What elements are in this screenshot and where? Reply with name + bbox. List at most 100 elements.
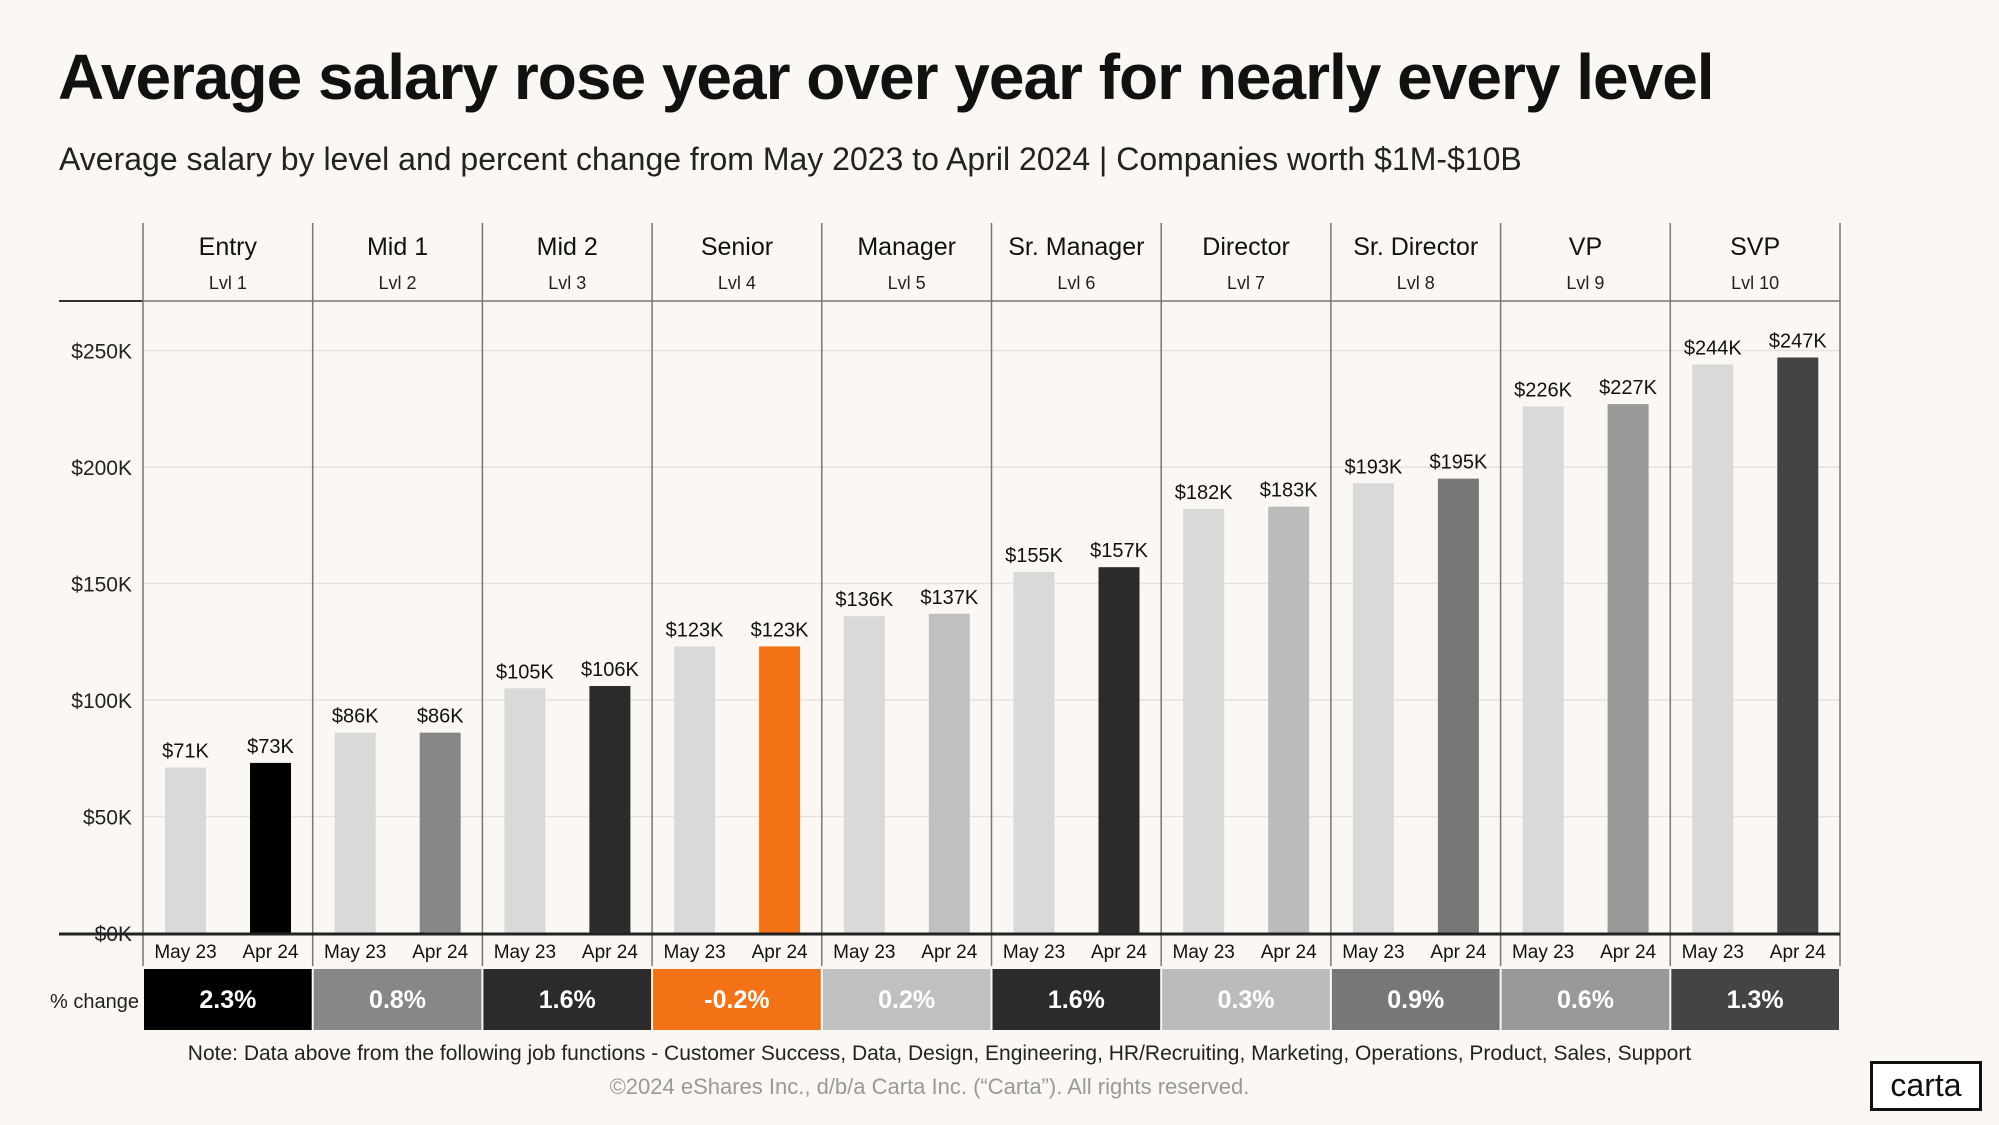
chart-title: Average salary rose year over year for n… (58, 41, 1715, 113)
level-number: Lvl 6 (1057, 273, 1095, 293)
period-label: Apr 24 (752, 942, 808, 963)
bar-value-label: $227K (1599, 377, 1657, 399)
level-number: Lvl 4 (718, 273, 756, 293)
change-cell (1162, 969, 1330, 1030)
period-label: May 23 (1173, 942, 1235, 963)
period-label: Apr 24 (921, 942, 977, 963)
change-value: 0.3% (1218, 986, 1275, 1014)
bar-value-label: $73K (247, 736, 294, 758)
level-name: SVP (1730, 233, 1780, 261)
level-name: Mid 2 (537, 233, 598, 261)
bar-may23 (334, 732, 376, 933)
period-label: Apr 24 (243, 942, 299, 963)
bar-apr24 (419, 732, 461, 933)
change-value: 0.8% (369, 986, 426, 1014)
change-cell (1501, 969, 1670, 1030)
level-name: VP (1569, 233, 1602, 261)
change-value: 0.9% (1387, 986, 1444, 1014)
level-number: Lvl 9 (1566, 273, 1604, 293)
level-number: Lvl 8 (1397, 273, 1435, 293)
bar-value-label: $193K (1344, 456, 1402, 478)
bar-value-label: $123K (751, 619, 809, 641)
bar-value-label: $247K (1769, 330, 1827, 352)
copyright: ©2024 eShares Inc., d/b/a Carta Inc. (“C… (609, 1074, 1250, 1099)
change-value: 0.6% (1557, 986, 1614, 1014)
period-label: Apr 24 (1600, 942, 1656, 963)
change-cell (822, 969, 991, 1030)
bar-value-label: $155K (1005, 545, 1063, 567)
bar-value-label: $71K (162, 741, 209, 763)
y-tick-label: $250K (71, 341, 132, 364)
change-cell (992, 969, 1161, 1030)
bar-apr24 (1607, 404, 1649, 934)
bar-apr24 (1437, 478, 1479, 933)
carta-logo: carta (1870, 1061, 1982, 1111)
level-number: Lvl 5 (888, 273, 926, 293)
period-label: May 23 (663, 942, 725, 963)
bar-may23 (1013, 571, 1055, 933)
bar-apr24 (250, 762, 291, 933)
level-number: Lvl 7 (1227, 273, 1265, 293)
level-name: Sr. Director (1353, 233, 1478, 261)
bar-may23 (674, 646, 716, 933)
period-label: May 23 (1003, 942, 1065, 963)
period-label: May 23 (1342, 942, 1404, 963)
period-label: May 23 (324, 942, 386, 963)
bar-value-label: $137K (920, 587, 978, 609)
bar-apr24 (928, 613, 970, 933)
period-label: Apr 24 (1091, 942, 1147, 963)
change-value: 1.6% (1048, 986, 1105, 1014)
period-label: Apr 24 (1430, 942, 1486, 963)
period-label: May 23 (1682, 942, 1744, 963)
period-label: Apr 24 (582, 942, 638, 963)
period-label: Apr 24 (1261, 942, 1317, 963)
change-value: 2.3% (199, 986, 256, 1014)
bar-apr24 (589, 686, 631, 933)
y-tick-label: $100K (71, 690, 132, 713)
bar-value-label: $182K (1175, 482, 1233, 504)
bar-apr24 (759, 646, 801, 933)
bar-may23 (1183, 508, 1225, 933)
bar-value-label: $195K (1429, 452, 1487, 474)
bar-apr24 (1098, 567, 1140, 933)
bar-value-label: $123K (666, 619, 724, 641)
bar-apr24 (1268, 506, 1310, 933)
footnote: Note: Data above from the following job … (187, 1042, 1692, 1065)
chart-subtitle: Average salary by level and percent chan… (59, 141, 1522, 177)
period-label: May 23 (1512, 942, 1574, 963)
level-name: Manager (857, 233, 956, 261)
level-name: Senior (701, 233, 773, 261)
y-tick-label: $200K (71, 457, 132, 480)
change-cell (313, 969, 482, 1030)
bar-value-label: $157K (1090, 540, 1148, 562)
change-value: 0.2% (878, 986, 935, 1014)
change-cell (1331, 969, 1500, 1030)
y-tick-label: $50K (83, 807, 132, 830)
level-number: Lvl 2 (379, 273, 417, 293)
change-value: 1.6% (539, 986, 596, 1014)
period-label: May 23 (154, 942, 216, 963)
level-number: Lvl 3 (548, 273, 586, 293)
bar-value-label: $86K (332, 706, 379, 728)
bar-value-label: $106K (581, 659, 639, 681)
level-number: Lvl 1 (209, 273, 247, 293)
change-row-label: % change (50, 991, 139, 1013)
bar-may23 (1692, 364, 1734, 934)
bar-value-label: $86K (417, 706, 464, 728)
change-cell (144, 969, 312, 1030)
bar-apr24 (1777, 357, 1819, 933)
bar-may23 (1352, 483, 1394, 933)
change-cell (1671, 969, 1839, 1030)
bar-may23 (504, 688, 546, 933)
period-label: May 23 (833, 942, 895, 963)
change-value: -0.2% (704, 986, 769, 1014)
bar-value-label: $183K (1260, 480, 1318, 502)
change-cell (653, 969, 821, 1030)
level-name: Director (1202, 233, 1290, 261)
period-label: Apr 24 (1770, 942, 1826, 963)
level-number: Lvl 10 (1731, 273, 1779, 293)
period-label: May 23 (494, 942, 556, 963)
y-tick-label: $150K (71, 574, 132, 597)
bar-value-label: $244K (1684, 337, 1742, 359)
